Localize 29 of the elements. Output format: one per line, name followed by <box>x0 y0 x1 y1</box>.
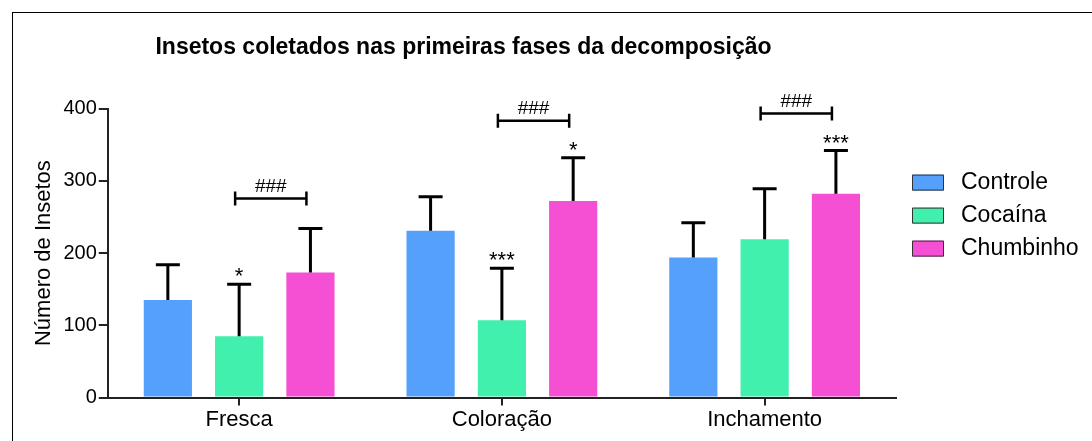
bar <box>215 336 264 397</box>
legend-label: Chumbinho <box>961 233 1079 260</box>
annotation: * <box>568 136 578 162</box>
y-tick-label: 200 <box>63 240 97 263</box>
bar <box>549 201 598 397</box>
chart-title: Insetos coletados nas primeiras fases da decomposição <box>155 33 772 60</box>
x-tick-label: Inchamento <box>707 405 823 431</box>
bar <box>143 300 192 397</box>
annotation: * <box>234 263 244 289</box>
y-tick-label: 100 <box>63 312 97 335</box>
y-axis-title: Número de Insetos <box>30 160 56 347</box>
legend-label: Cocaína <box>961 200 1047 227</box>
bar <box>669 257 718 397</box>
bar <box>811 193 861 397</box>
y-tick-label: 300 <box>63 168 97 191</box>
bar <box>286 272 335 397</box>
legend-label: Controle <box>961 167 1048 194</box>
annotation: ### <box>254 174 288 196</box>
annotation: *** <box>823 129 850 155</box>
bar <box>406 230 455 397</box>
x-tick-label: Fresca <box>205 405 274 431</box>
bar <box>740 239 789 397</box>
y-tick-label: 400 <box>63 96 97 119</box>
annotation: ### <box>517 96 550 118</box>
annotation: *** <box>489 247 516 273</box>
y-tick-label: 0 <box>85 385 97 408</box>
annotation: ### <box>780 89 813 111</box>
x-tick-label: Coloração <box>451 405 553 431</box>
bar <box>477 320 526 397</box>
